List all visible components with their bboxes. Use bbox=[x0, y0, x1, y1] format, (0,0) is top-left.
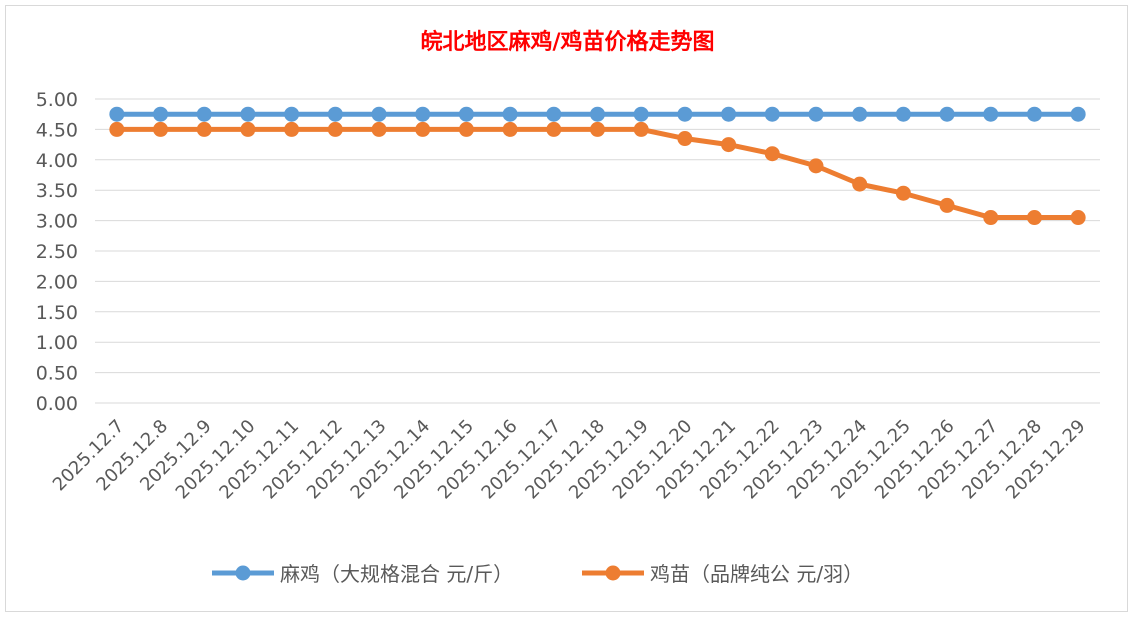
y-tick-label: 2.00 bbox=[36, 271, 78, 293]
data-point-0-16 bbox=[808, 106, 824, 122]
data-point-0-12 bbox=[633, 106, 649, 122]
data-point-1-9 bbox=[502, 121, 518, 137]
data-point-0-1 bbox=[153, 106, 169, 122]
y-tick-label: 3.50 bbox=[36, 180, 78, 202]
legend-label-1: 鸡苗（品牌纯公 元/羽） bbox=[650, 562, 864, 586]
data-point-1-13 bbox=[677, 131, 693, 147]
y-tick-label: 2.50 bbox=[36, 241, 78, 263]
data-point-1-5 bbox=[327, 121, 343, 137]
data-point-0-11 bbox=[590, 106, 605, 122]
data-point-0-18 bbox=[895, 106, 911, 122]
data-point-0-17 bbox=[852, 106, 868, 122]
series-line-1 bbox=[116, 126, 1079, 221]
data-point-1-22 bbox=[1070, 210, 1086, 226]
data-point-0-15 bbox=[764, 106, 780, 122]
data-point-0-20 bbox=[983, 106, 999, 122]
chart-frame bbox=[5, 5, 1128, 612]
data-point-0-3 bbox=[240, 106, 256, 122]
data-point-0-10 bbox=[546, 106, 562, 122]
y-tick-label: 3.00 bbox=[36, 211, 78, 233]
data-point-1-18 bbox=[895, 185, 911, 201]
data-point-1-14 bbox=[721, 137, 737, 153]
y-tick-label: 1.50 bbox=[36, 302, 78, 324]
data-point-0-19 bbox=[939, 106, 955, 122]
data-point-1-0 bbox=[109, 121, 125, 137]
y-tick-label: 0.50 bbox=[36, 363, 78, 385]
legend-marker-1 bbox=[582, 565, 644, 580]
data-point-0-6 bbox=[371, 106, 387, 122]
y-tick-label: 4.00 bbox=[36, 150, 78, 172]
data-point-0-14 bbox=[721, 106, 737, 122]
data-point-1-12 bbox=[633, 121, 649, 137]
data-point-1-2 bbox=[196, 121, 212, 137]
data-point-1-16 bbox=[808, 158, 824, 174]
data-point-1-21 bbox=[1026, 210, 1042, 226]
y-tick-label: 1.00 bbox=[36, 332, 78, 354]
data-point-1-11 bbox=[590, 121, 605, 137]
data-point-0-0 bbox=[109, 106, 125, 122]
legend-item-0: 麻鸡（大规格混合 元/斤） bbox=[212, 558, 513, 587]
data-point-1-8 bbox=[458, 121, 474, 137]
data-point-1-4 bbox=[284, 121, 300, 137]
legend-label-0: 麻鸡（大规格混合 元/斤） bbox=[280, 562, 514, 586]
legend-marker-0 bbox=[212, 565, 274, 580]
y-tick-label: 5.00 bbox=[36, 89, 78, 111]
data-point-1-19 bbox=[939, 197, 955, 213]
data-point-0-21 bbox=[1026, 106, 1042, 122]
y-tick-label: 4.50 bbox=[36, 119, 78, 141]
data-point-1-1 bbox=[153, 121, 169, 137]
data-point-1-3 bbox=[240, 121, 256, 137]
data-point-1-7 bbox=[415, 121, 431, 137]
data-point-1-17 bbox=[852, 176, 868, 192]
data-point-0-9 bbox=[502, 106, 518, 122]
data-point-1-20 bbox=[983, 210, 999, 226]
data-point-0-7 bbox=[415, 106, 431, 122]
data-point-1-15 bbox=[764, 146, 780, 162]
data-point-1-10 bbox=[546, 121, 562, 137]
data-point-0-2 bbox=[196, 106, 212, 122]
legend-item-1: 鸡苗（品牌纯公 元/羽） bbox=[582, 558, 863, 587]
chart-title: 皖北地区麻鸡/鸡苗价格走势图 bbox=[420, 30, 715, 55]
data-point-0-13 bbox=[677, 106, 693, 122]
data-point-0-22 bbox=[1070, 106, 1086, 122]
data-point-0-5 bbox=[327, 106, 343, 122]
y-tick-label: 0.00 bbox=[36, 393, 78, 415]
data-point-1-6 bbox=[371, 121, 387, 137]
data-point-0-8 bbox=[458, 106, 474, 122]
data-point-0-4 bbox=[284, 106, 300, 122]
